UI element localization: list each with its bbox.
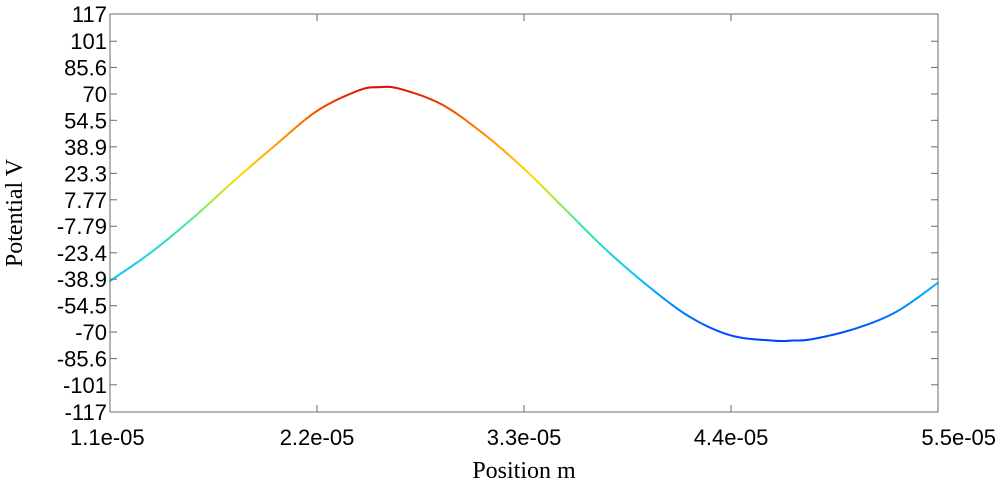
x-tick-label: 4.4e-05 bbox=[694, 425, 769, 450]
y-tick-label: -23.4 bbox=[57, 241, 107, 266]
y-tick-label: 101 bbox=[70, 29, 107, 54]
x-tick-label: 3.3e-05 bbox=[487, 425, 562, 450]
y-tick-label: -70 bbox=[75, 320, 107, 345]
x-tick-label: 2.2e-05 bbox=[280, 425, 355, 450]
y-tick-label: -54.5 bbox=[57, 294, 107, 319]
potential-curve bbox=[109, 85, 939, 343]
y-tick-label: -101 bbox=[63, 373, 107, 398]
y-axis-title: Potential V bbox=[2, 158, 28, 267]
x-tick-label: 5.5e-05 bbox=[921, 425, 996, 450]
y-tick-label: -38.9 bbox=[57, 267, 107, 292]
y-tick-label: -85.6 bbox=[57, 347, 107, 372]
y-tick-label: 117 bbox=[72, 2, 107, 27]
y-tick-label: 54.5 bbox=[64, 108, 107, 133]
y-axis: 11710185.67054.538.923.37.77-7.79-23.4-3… bbox=[57, 2, 938, 425]
y-tick-label: 38.9 bbox=[64, 135, 107, 160]
x-axis-title: Position m bbox=[472, 458, 576, 484]
x-tick-label: 1.1e-05 bbox=[70, 425, 145, 450]
plot-area-frame bbox=[109, 13, 939, 413]
x-axis: 1.1e-05 2.2e-05 3.3e-05 4.4e-05 5.5e-05 bbox=[70, 14, 996, 450]
y-tick-label: 85.6 bbox=[64, 55, 107, 80]
y-tick-label: 23.3 bbox=[64, 161, 107, 186]
y-tick-label: 70 bbox=[83, 82, 107, 107]
y-tick-label: 7.77 bbox=[64, 188, 107, 213]
y-tick-label: -117 bbox=[65, 400, 107, 425]
y-tick-label: -7.79 bbox=[57, 214, 107, 239]
